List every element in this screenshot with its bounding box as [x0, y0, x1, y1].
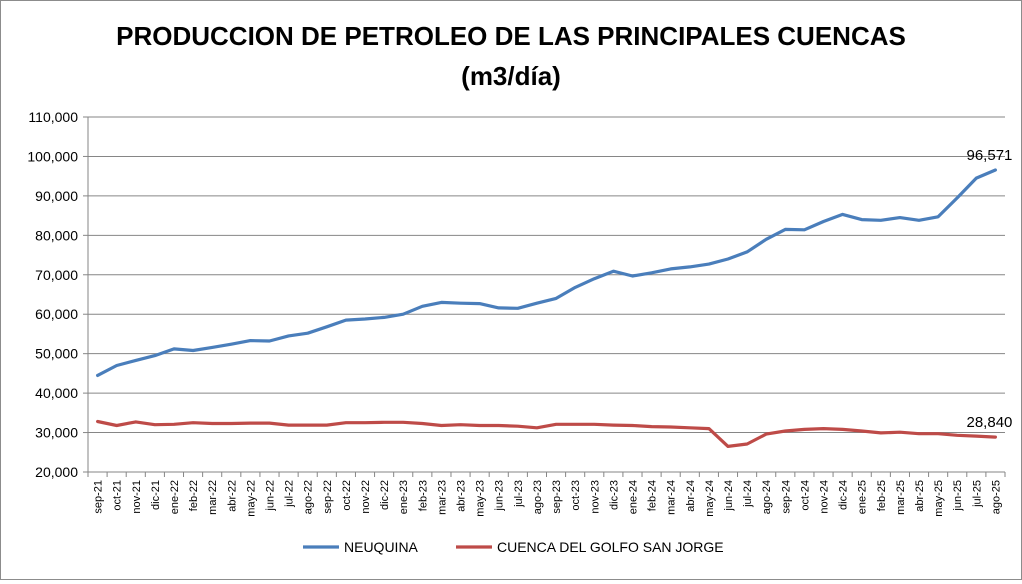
x-tick-label: abr-22 — [226, 480, 238, 512]
y-tick-label: 70,000 — [35, 267, 78, 283]
x-tick-label: mar-22 — [207, 480, 219, 515]
x-tick-label: sep-22 — [322, 480, 334, 514]
chart-title: PRODUCCION DE PETROLEO DE LAS PRINCIPALE… — [116, 21, 906, 51]
data-labels: 96,571 28,840 — [967, 147, 1013, 431]
y-tick-label: 20,000 — [35, 464, 78, 480]
x-tick-label: may-25 — [933, 480, 945, 517]
x-tick-label: abr-23 — [456, 480, 468, 512]
x-tick-label: ago-24 — [761, 480, 773, 514]
x-tick-label: feb-23 — [417, 480, 429, 511]
legend: NEUQUINA CUENCA DEL GOLFO SAN JORGE — [303, 539, 724, 555]
x-tick-label: may-24 — [704, 480, 716, 517]
y-tick-label: 30,000 — [35, 425, 78, 441]
x-tick-label: jul-22 — [284, 480, 296, 508]
series-line-neuquina — [95, 168, 998, 377]
x-tick-label: feb-24 — [647, 480, 659, 511]
y-axis: 20,000 30,000 40,000 50,000 60,000 70,000 80,0… — [27, 109, 89, 480]
chart-subtitle: (m3/día) — [461, 61, 561, 91]
x-tick-label: jul-23 — [513, 480, 525, 508]
x-tick-label: mar-25 — [895, 480, 907, 515]
x-tick-label: ago-25 — [990, 480, 1002, 514]
x-tick-label: feb-22 — [188, 480, 200, 511]
y-tick-label: 50,000 — [35, 346, 78, 362]
legend-label-neuquina: NEUQUINA — [344, 539, 419, 555]
x-axis: sep-21 oct-21 nov-21 dic-21 ene-22 feb-22 mar-… — [87, 471, 1006, 517]
x-tick-label: mar-23 — [436, 480, 448, 515]
x-tick-label: jun-23 — [494, 480, 506, 512]
x-tick-label: nov-22 — [360, 480, 372, 514]
x-tick-label: nov-23 — [589, 480, 601, 514]
x-tick-label: ago-22 — [303, 480, 315, 514]
x-tick-label: abr-25 — [914, 480, 926, 512]
y-tick-label: 100,000 — [27, 148, 78, 164]
x-tick-label: ene-24 — [627, 480, 639, 514]
series-lines — [95, 168, 998, 448]
x-tick-label: jun-24 — [723, 480, 735, 512]
x-tick-label: sep-23 — [551, 480, 563, 514]
x-tick-label: oct-23 — [570, 480, 582, 511]
legend-label-golfo-san-jorge: CUENCA DEL GOLFO SAN JORGE — [497, 539, 724, 555]
gridlines — [88, 116, 1005, 473]
data-label-neuquina: 96,571 — [967, 147, 1013, 164]
x-tick-label: may-23 — [475, 480, 487, 517]
x-tick-label: oct-21 — [112, 480, 124, 511]
x-tick-label: dic-21 — [150, 480, 162, 510]
y-tick-label: 110,000 — [28, 109, 78, 125]
x-tick-label: dic-22 — [379, 480, 391, 510]
x-tick-label: jul-24 — [742, 480, 754, 508]
x-tick-label: ene-22 — [169, 480, 181, 514]
x-tick-label: dic-24 — [838, 480, 850, 510]
x-tick-label: ene-25 — [857, 480, 869, 514]
x-tick-label: ago-23 — [532, 480, 544, 514]
x-tick-label: ene-23 — [398, 480, 410, 514]
x-tick-label: nov-24 — [819, 480, 831, 514]
x-tick-label: jul-25 — [971, 480, 983, 508]
x-tick-label: oct-22 — [341, 480, 353, 511]
x-tick-label: sep-21 — [93, 480, 105, 514]
data-label-golfo-san-jorge: 28,840 — [967, 414, 1013, 431]
x-tick-label: dic-23 — [608, 480, 620, 510]
x-tick-label: abr-24 — [685, 480, 697, 512]
x-tick-label: may-22 — [245, 480, 257, 517]
x-tick-label: jun-25 — [952, 480, 964, 512]
x-tick-label: sep-24 — [780, 480, 792, 514]
y-tick-label: 80,000 — [35, 227, 78, 243]
y-tick-label: 40,000 — [35, 385, 78, 401]
y-tick-label: 90,000 — [35, 188, 78, 204]
x-tick-label: feb-25 — [876, 480, 888, 511]
x-tick-label: oct-24 — [799, 480, 811, 511]
x-tick-label: jun-22 — [264, 480, 276, 512]
series-line-golfo-san-jorge — [95, 419, 998, 448]
x-tick-label: mar-24 — [666, 480, 678, 515]
y-tick-label: 60,000 — [35, 306, 78, 322]
x-tick-label: nov-21 — [131, 480, 143, 514]
